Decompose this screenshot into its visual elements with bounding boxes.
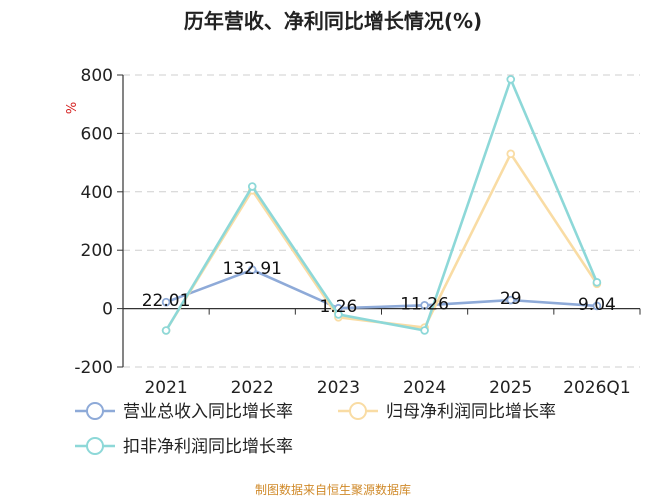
y-tick-label: 200 xyxy=(81,241,113,261)
series-0-point xyxy=(420,301,429,310)
series-2-point xyxy=(334,310,343,319)
data-label: 132.91 xyxy=(223,259,282,279)
x-tick-label: 2021 xyxy=(144,378,187,398)
series-0-point xyxy=(592,301,602,311)
legend-marker-2 xyxy=(86,437,104,455)
data-label: 22.01 xyxy=(142,291,191,311)
legend-marker-1 xyxy=(349,402,367,420)
series-line-1 xyxy=(164,152,599,332)
x-tick-label: 2022 xyxy=(231,378,274,398)
y-tick-label: 800 xyxy=(81,66,113,86)
series-2-point xyxy=(506,75,516,84)
y-tick-label: 0 xyxy=(102,300,113,320)
legend-marker-0 xyxy=(86,402,104,420)
series-2-point xyxy=(420,326,429,335)
series-0-point xyxy=(247,265,257,275)
y-tick-label: 600 xyxy=(81,124,113,144)
series-line-2 xyxy=(164,78,599,332)
x-tick-label: 2024 xyxy=(403,378,446,398)
x-tick-label: 2026Q1 xyxy=(563,378,630,398)
y-axis-unit: % xyxy=(65,102,80,114)
legend-label-0: 营业总收入同比增长率 xyxy=(123,402,293,422)
series-2-point xyxy=(161,326,171,335)
data-label: 9.04 xyxy=(578,295,616,315)
data-labels: 22.01 132.91 1.26 11.26 29 9.04 xyxy=(142,259,616,317)
source-note: 制图数据来自恒生聚源数据库 xyxy=(255,482,411,497)
series-2-point xyxy=(592,278,602,287)
legend-label-2: 扣非净利润同比增长率 xyxy=(123,437,293,457)
data-label: 11.26 xyxy=(400,294,449,314)
data-label: 1.26 xyxy=(319,297,357,317)
chart-title: 历年营收、净利同比增长情况(%) xyxy=(184,9,482,33)
series-line-0 xyxy=(165,268,598,310)
series-0-point xyxy=(506,295,516,305)
series-2-point xyxy=(247,182,257,191)
y-tick-label: -200 xyxy=(74,358,113,378)
legend-label-1: 归母净利润同比增长率 xyxy=(386,402,556,422)
series-0-point xyxy=(161,297,171,307)
series-layer xyxy=(161,75,602,335)
x-tick-label: 2025 xyxy=(489,378,532,398)
gridlines xyxy=(123,74,640,368)
data-label: 29 xyxy=(500,289,522,309)
axes: -200 0 200 400 600 800 2021 2022 2023 2024 2025 202… xyxy=(74,66,641,398)
y-tick-label: 400 xyxy=(81,183,113,203)
x-tick-label: 2023 xyxy=(317,378,360,398)
series-1-point xyxy=(506,149,516,159)
